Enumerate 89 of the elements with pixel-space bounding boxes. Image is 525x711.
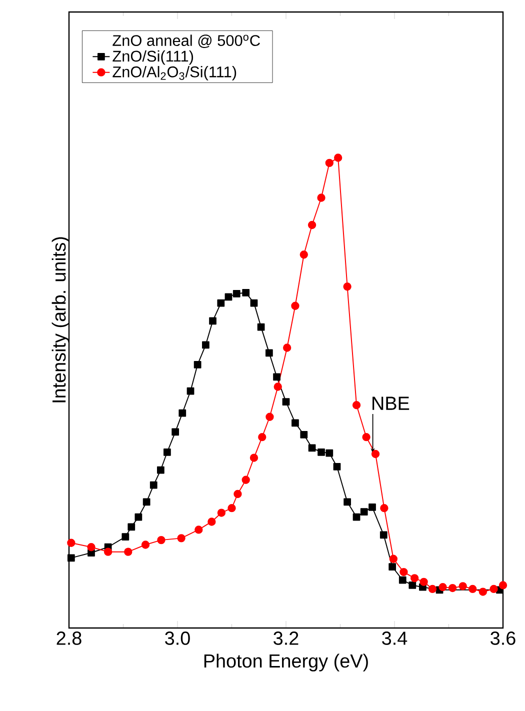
point — [208, 518, 216, 526]
point — [258, 433, 266, 442]
x-tick-label: 3.4 — [382, 632, 408, 645]
point — [242, 476, 250, 484]
point — [498, 581, 508, 590]
point — [232, 290, 240, 298]
point — [186, 387, 194, 395]
point — [352, 401, 361, 410]
point — [250, 454, 258, 462]
point — [408, 582, 416, 589]
point — [344, 498, 351, 506]
annotation: NBE — [372, 396, 410, 410]
point — [273, 373, 280, 381]
point — [291, 302, 300, 310]
point — [209, 317, 216, 325]
point — [274, 382, 282, 391]
point — [194, 526, 203, 534]
point — [458, 582, 467, 590]
point — [389, 554, 398, 563]
point — [141, 540, 150, 549]
point — [380, 531, 388, 539]
point — [124, 548, 132, 556]
point — [300, 431, 308, 438]
x-tick-label: 3.0 — [165, 632, 190, 645]
point — [87, 543, 96, 552]
point — [352, 513, 360, 521]
point — [217, 508, 226, 517]
point — [177, 534, 186, 542]
point — [265, 349, 273, 357]
point — [343, 282, 352, 291]
point — [228, 504, 236, 512]
point — [334, 154, 342, 162]
point — [448, 584, 457, 592]
legend-title: ZnO anneal @ 500$^{o}$C — [112, 34, 260, 48]
point — [194, 360, 202, 368]
point — [172, 428, 180, 436]
point — [308, 220, 316, 230]
point — [368, 503, 376, 511]
point — [242, 289, 250, 296]
point — [300, 250, 308, 259]
point — [250, 299, 258, 307]
point — [468, 584, 477, 594]
point — [388, 563, 396, 571]
point — [400, 568, 408, 576]
point — [326, 449, 334, 457]
point — [104, 548, 112, 556]
y-axis-title: Intensity (arb. units) — [52, 237, 70, 402]
point — [257, 323, 265, 331]
point — [67, 538, 76, 547]
point — [410, 574, 419, 582]
point — [362, 433, 370, 442]
point — [398, 576, 406, 584]
point — [164, 448, 171, 456]
legend-label: ZnO/Si(111) — [112, 50, 194, 65]
point — [266, 412, 274, 421]
point — [292, 419, 299, 427]
point — [438, 583, 447, 592]
point — [134, 513, 142, 521]
point — [217, 299, 225, 307]
point — [325, 158, 334, 168]
point — [224, 293, 232, 301]
point — [318, 448, 325, 456]
x-axis-title: Photon Energy (eV) — [204, 654, 368, 672]
point — [157, 536, 166, 544]
point — [420, 578, 428, 586]
point — [428, 584, 437, 594]
x-tick-label: 3.6 — [490, 632, 516, 645]
point — [202, 341, 210, 349]
point — [360, 508, 368, 516]
x-tick-label: 2.8 — [56, 632, 82, 645]
point — [142, 498, 150, 506]
point — [371, 450, 380, 458]
point — [380, 504, 388, 512]
point — [156, 466, 164, 474]
point — [178, 409, 186, 417]
point — [317, 194, 326, 202]
point — [122, 533, 130, 540]
point — [282, 344, 292, 352]
point — [150, 481, 158, 489]
point — [282, 398, 290, 406]
legend-label: ZnO/Al$_{2}$O$_{3}$/Si(111) — [112, 66, 236, 80]
point — [234, 490, 242, 498]
point — [490, 584, 498, 594]
point — [67, 554, 75, 562]
point — [333, 463, 341, 470]
x-tick-label: 3.2 — [274, 632, 298, 645]
point — [308, 444, 316, 452]
point — [128, 523, 136, 531]
point — [478, 588, 488, 596]
